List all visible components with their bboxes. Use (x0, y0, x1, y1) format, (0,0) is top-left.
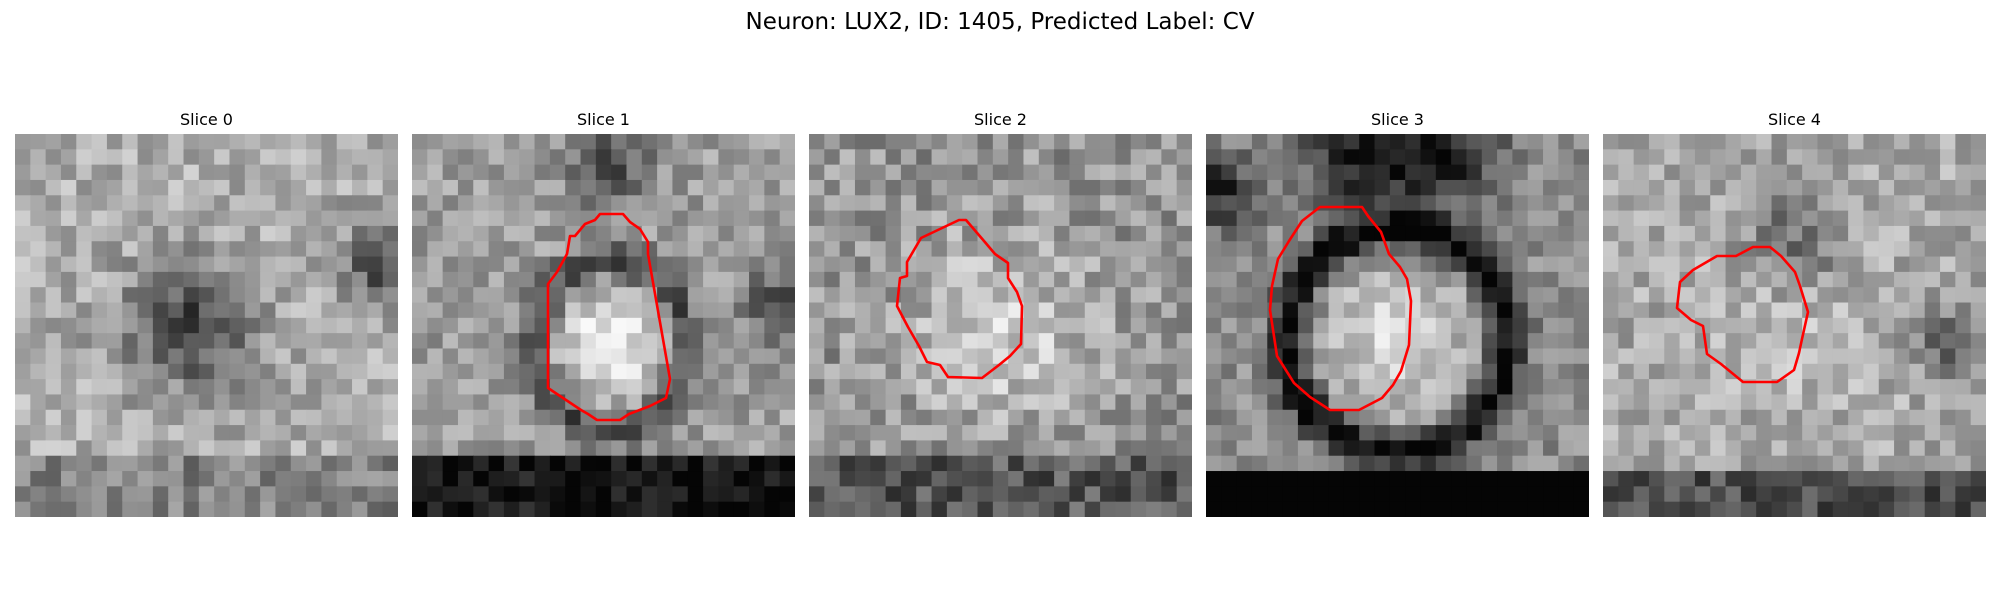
slice-image-2 (809, 134, 1192, 517)
slice-4-pixels (1603, 134, 1986, 517)
slice-3-pixels (1206, 134, 1589, 517)
slice-1-pixels (412, 134, 795, 517)
segmentation-outline-slice-1 (546, 212, 672, 422)
panel-title-slice-4: Slice 4 (1768, 110, 1821, 129)
slice-image-4 (1603, 134, 1986, 517)
figure-title: Neuron: LUX2, ID: 1405, Predicted Label:… (745, 9, 1255, 35)
panel-title-slice-1: Slice 1 (577, 110, 630, 129)
slice-image-3 (1206, 134, 1589, 517)
slice-image-1 (412, 134, 795, 517)
panel-title-slice-3: Slice 3 (1371, 110, 1424, 129)
slice-2-pixels (809, 134, 1192, 517)
segmentation-outline-slice-4 (1675, 245, 1810, 384)
slice-image-0 (15, 134, 398, 517)
slice-0-pixels (15, 134, 398, 517)
segmentation-outline-slice-3 (1268, 205, 1413, 412)
panel-title-slice-2: Slice 2 (974, 110, 1027, 129)
panel-title-slice-0: Slice 0 (180, 110, 233, 129)
segmentation-outline-slice-2 (895, 218, 1024, 380)
